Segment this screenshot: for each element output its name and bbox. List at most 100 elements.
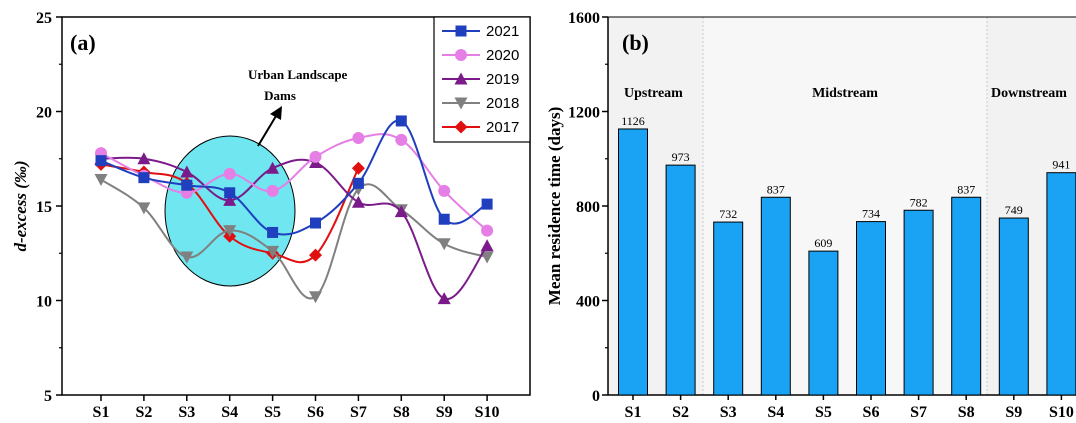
x-tick-label: S6 (307, 404, 324, 421)
region-label-downstream: Downstream (991, 86, 1067, 101)
bar-S1 (618, 128, 648, 396)
data-label: 734 (862, 207, 880, 221)
y-tick-label: 25 (36, 10, 52, 27)
y-tick-label: 400 (576, 294, 600, 311)
data-point-2020 (266, 184, 279, 197)
x-tick-label: S6 (863, 404, 880, 421)
x-tick-label: S4 (221, 404, 238, 421)
panel-b-bar-chart: 0 400 800 1200 1600 Mean residence time (days… (545, 10, 1076, 421)
y-tick-label: 0 (592, 388, 600, 405)
x-tick-label: S8 (393, 404, 410, 421)
data-point-2019 (480, 239, 494, 252)
data-label: 837 (767, 182, 785, 196)
region-label-midstream: Midstream (812, 86, 878, 101)
bar-S2 (665, 164, 696, 396)
data-label: 837 (957, 182, 975, 196)
data-point-2019 (437, 292, 451, 305)
data-point-2018 (223, 225, 237, 238)
data-label: 782 (910, 195, 928, 209)
data-label: 973 (672, 150, 690, 164)
bar-S4 (760, 196, 791, 396)
data-point-2020 (438, 184, 451, 197)
x-tick-label: S1 (93, 404, 110, 421)
bar-S6 (856, 221, 886, 396)
data-point-2021 (481, 198, 493, 210)
y-tick-label: 15 (36, 199, 52, 216)
highlight-ellipse (164, 135, 296, 287)
legend-marker-2017 (454, 120, 468, 134)
series-line-2021 (100, 119, 488, 236)
data-point-2018 (266, 245, 280, 258)
data-point-2018 (437, 238, 451, 251)
x-tick-label: S2 (672, 404, 689, 421)
bar-S5 (808, 250, 839, 396)
bar-S8 (951, 196, 982, 396)
data-point-2021 (438, 213, 450, 225)
x-tick-label: S3 (178, 404, 195, 421)
data-label: 732 (719, 207, 737, 221)
panel-a-line-chart: 5 10 15 20 25 S1 S2 S3 S4 S5 S6 S7 S8 S9 S10 d-excess (… (11, 10, 531, 421)
data-point-2020 (309, 150, 322, 163)
panel-label-b: (b) (622, 30, 649, 55)
region-label-upstream: Upstream (624, 86, 683, 101)
series-line-2019 (100, 156, 488, 300)
x-tick-label: S7 (910, 404, 927, 421)
x-tick-label: S2 (135, 404, 152, 421)
data-label: 609 (814, 236, 832, 250)
data-point-2019 (394, 205, 408, 218)
data-point-2021 (352, 177, 364, 189)
data-point-2019 (180, 165, 194, 178)
legend-marker-2021 (455, 25, 467, 37)
x-tick-label: S3 (720, 404, 737, 421)
data-point-2019 (137, 152, 151, 165)
data-label: 941 (1052, 158, 1070, 172)
y-tick-label: 20 (36, 105, 52, 122)
legend-label: 2021 (486, 23, 519, 40)
x-tick-label: S8 (958, 404, 975, 421)
legend-marker-2019 (454, 72, 468, 85)
legend-label: 2019 (486, 71, 519, 88)
data-point-2019 (266, 161, 280, 174)
panel-label-a: (a) (70, 30, 96, 55)
data-point-2017 (351, 161, 365, 175)
x-tick-label: S7 (350, 404, 367, 421)
annotation-arrow-line (257, 115, 277, 147)
data-point-2021 (224, 187, 236, 199)
annotation-line-2: Dams (264, 88, 296, 103)
data-label: 749 (1005, 203, 1023, 217)
data-point-2019 (351, 195, 365, 208)
annotation-line-1: Urban Landscape (248, 67, 348, 82)
y-tick-label: 10 (36, 294, 52, 311)
x-tick-label: S9 (1005, 404, 1022, 421)
bar-S10 (1046, 172, 1076, 396)
series-line-2018 (100, 178, 488, 300)
bar-S9 (998, 217, 1029, 396)
data-point-2018 (137, 202, 151, 215)
legend-label: 2018 (486, 95, 519, 112)
data-point-2021 (310, 217, 321, 229)
y-axis-label: Mean residence time (days) (545, 107, 564, 305)
data-point-2020 (481, 224, 494, 237)
data-point-2020 (395, 133, 408, 146)
data-point-2020 (352, 131, 365, 144)
x-tick-label: S5 (264, 404, 281, 421)
legend-marker-2020 (455, 49, 467, 61)
x-tick-label: S5 (815, 404, 832, 421)
x-tick-label: S9 (436, 404, 453, 421)
x-tick-label: S10 (475, 404, 500, 421)
data-point-2021 (181, 179, 193, 191)
y-tick-label: 1200 (568, 105, 600, 122)
legend-label: 2017 (486, 119, 519, 136)
y-tick-label: 800 (576, 199, 600, 216)
data-point-2019 (223, 193, 237, 206)
data-point-2021 (395, 115, 407, 127)
data-point-2018 (309, 291, 322, 304)
data-label: 1126 (621, 114, 645, 128)
bar-S7 (903, 209, 934, 396)
y-tick-label: 5 (44, 388, 52, 405)
data-point-2018 (480, 251, 494, 264)
data-point-2017 (309, 248, 322, 262)
x-tick-label: S10 (1049, 404, 1074, 421)
data-point-2021 (267, 226, 279, 238)
